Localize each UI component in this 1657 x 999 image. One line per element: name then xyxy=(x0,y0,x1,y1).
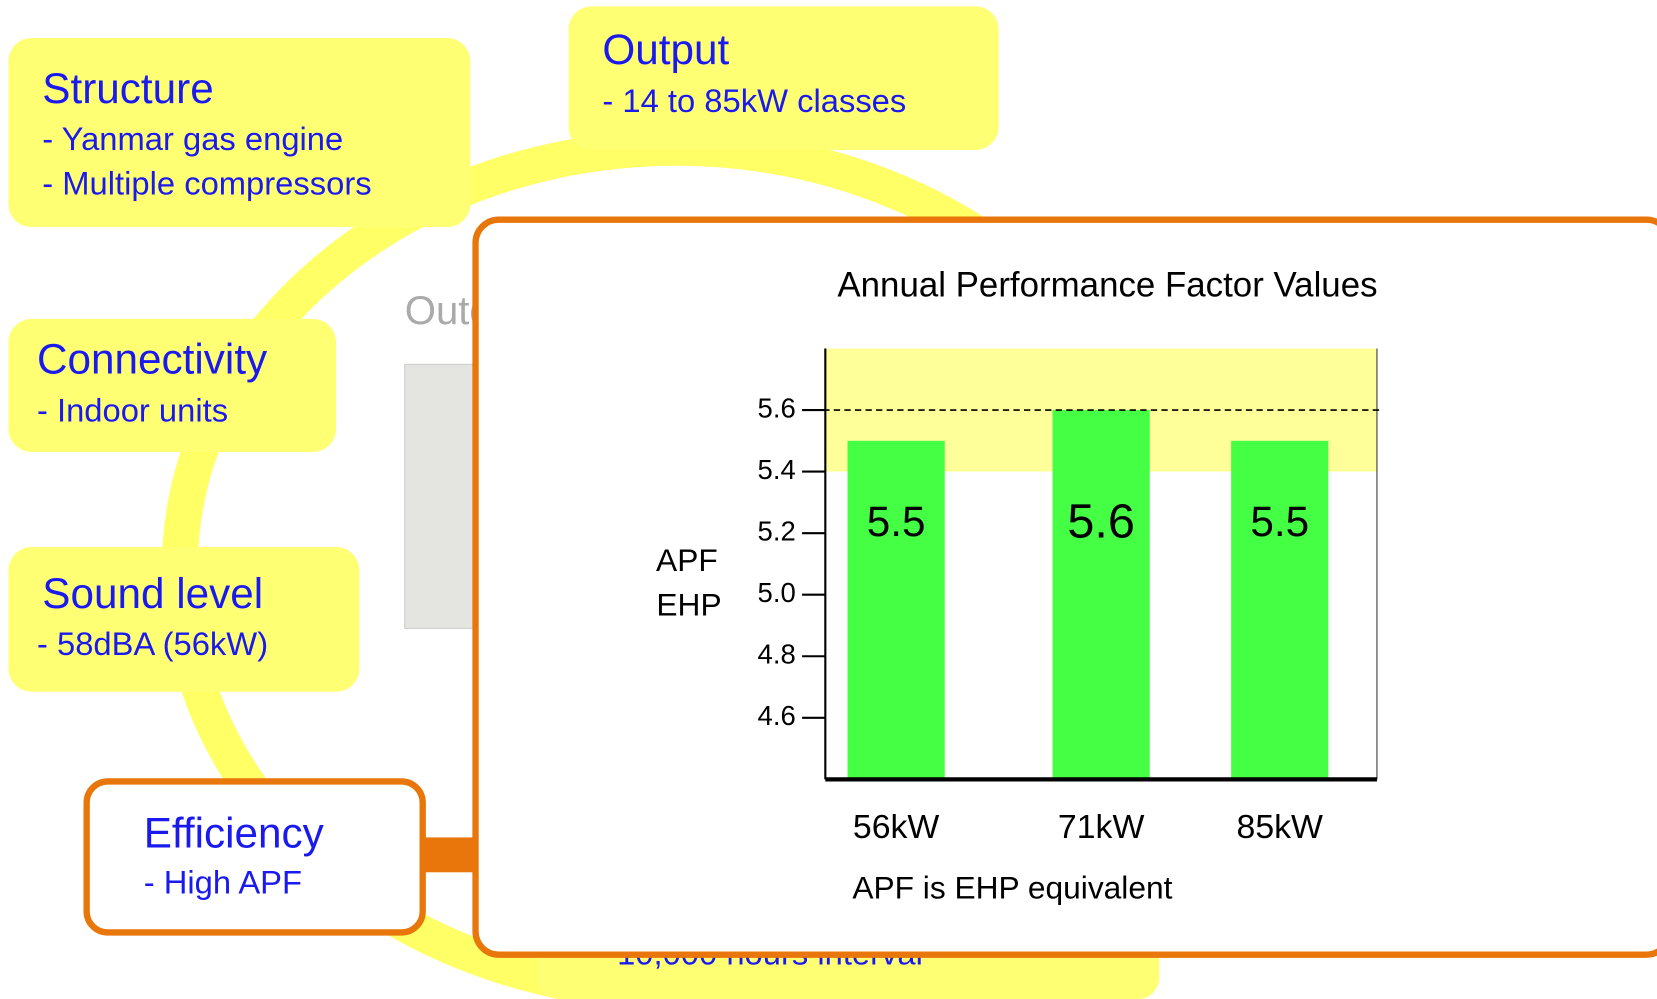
unit-image xyxy=(405,364,479,628)
value-label: 5.5 xyxy=(1250,498,1309,545)
connector xyxy=(423,837,481,872)
value-label: 5.6 xyxy=(1067,495,1135,549)
callout-box xyxy=(87,781,423,932)
x-tick-label: 85kW xyxy=(1237,808,1324,846)
y-tick-label: 5.2 xyxy=(758,515,796,546)
callout-line: - Multiple compressors xyxy=(42,165,371,202)
y-label: EHP xyxy=(656,587,721,623)
bar xyxy=(1053,410,1150,779)
slide: Outdoor unit - 10,000 hours interval Str… xyxy=(0,0,1657,999)
chart-note: APF is EHP equivalent xyxy=(852,870,1172,906)
callout-title: Output xyxy=(602,26,729,73)
callout-title: Efficiency xyxy=(144,810,325,857)
callout-line: - Yanmar gas engine xyxy=(42,120,343,157)
callout-title: Structure xyxy=(42,65,213,112)
y-tick-label: 5.6 xyxy=(758,392,796,423)
callout-box xyxy=(8,547,359,692)
callout-title: Sound level xyxy=(42,570,263,617)
callout-title: Connectivity xyxy=(37,335,268,382)
y-tick-label: 4.8 xyxy=(758,639,796,670)
callout-line: - 14 to 85kW classes xyxy=(602,82,906,119)
bar xyxy=(848,441,945,780)
value-label: 5.5 xyxy=(867,498,926,545)
chart-title: Annual Performance Factor Values xyxy=(837,265,1377,304)
y-tick-label: 5.0 xyxy=(758,577,796,608)
x-tick-label: 71kW xyxy=(1058,808,1145,846)
bar xyxy=(1231,441,1328,780)
callout-line: - Indoor units xyxy=(37,392,228,429)
y-label: APF xyxy=(656,542,718,578)
y-tick-label: 4.6 xyxy=(758,700,796,731)
y-tick-label: 5.4 xyxy=(758,454,796,485)
x-tick-label: 56kW xyxy=(853,808,940,846)
callout-line: - High APF xyxy=(144,864,302,901)
callout-line: - 58dBA (56kW) xyxy=(37,625,268,662)
page: {"callouts": { "structure": {"title": "S… xyxy=(0,0,1657,999)
